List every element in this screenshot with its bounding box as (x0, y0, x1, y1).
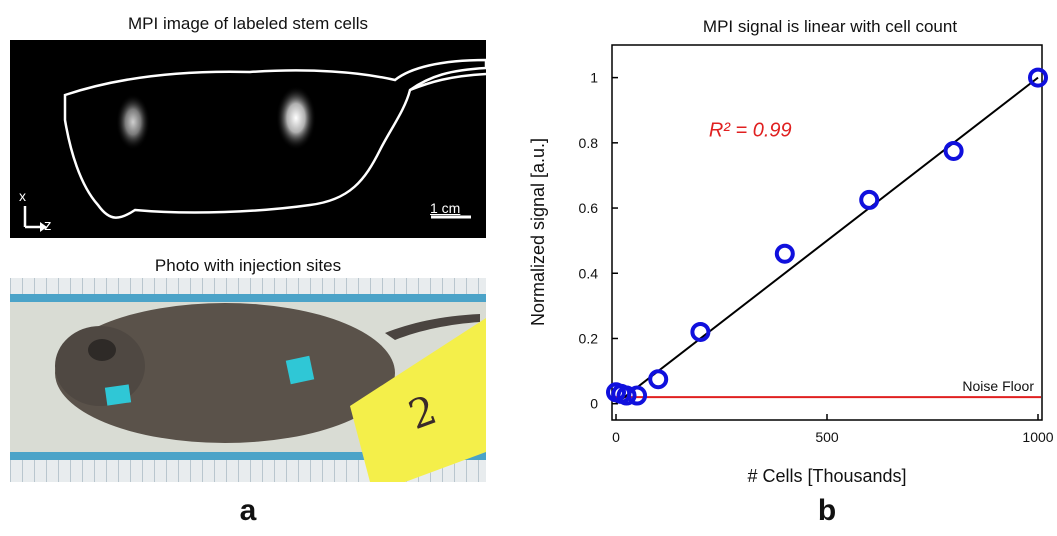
axis-label-z: z (44, 217, 52, 234)
data-point (627, 385, 648, 406)
y-tick-label: 0.4 (579, 265, 599, 281)
y-axis-title: Normalized signal [a.u.] (528, 138, 548, 326)
yellow-tag (350, 318, 486, 482)
panel-label-b: b (817, 494, 837, 527)
data-point (943, 140, 964, 161)
y-tick-label: 0 (590, 396, 598, 412)
data-point (1028, 67, 1048, 88)
mouse-outline (63, 58, 488, 219)
x-axis-title: # Cells [Thousands] (747, 466, 906, 486)
arrowhead-icon (40, 222, 47, 232)
data-point (616, 385, 637, 406)
data-point (859, 189, 880, 210)
signal-chart: MPI signal is linear with cell count 0 0.… (528, 17, 1054, 486)
y-tick-label: 1 (590, 70, 598, 86)
x-axis: 0 500 1000 (612, 414, 1054, 445)
r-squared-annotation: R² = 0.99 (709, 119, 792, 141)
x-tick-label: 1000 (1022, 429, 1053, 445)
mouse-photo: 2 (10, 278, 486, 482)
axis-label-x: x (19, 188, 26, 204)
mouse-tail (385, 314, 480, 340)
y-tick-label: 0.8 (579, 135, 599, 151)
x-tick-label: 500 (815, 429, 839, 445)
x-tick-label: 0 (612, 429, 620, 445)
mpi-image-title: MPI image of labeled stem cells (128, 14, 368, 33)
chart-title: MPI signal is linear with cell count (703, 17, 957, 36)
tray-edge-top (10, 294, 486, 302)
mouse-head (55, 326, 145, 406)
y-tick-label: 0.6 (579, 200, 599, 216)
data-point (690, 321, 711, 342)
mpi-signal-spot-left (116, 94, 150, 150)
mouse-photo-graphic (10, 278, 486, 482)
ruler-top (10, 278, 486, 294)
mpi-signal-spot-right (276, 86, 316, 150)
injection-site-marker-right (285, 355, 315, 385)
noise-floor-label: Noise Floor (962, 378, 1034, 394)
y-axis: 0 0.2 0.4 0.6 0.8 1 (579, 70, 618, 412)
plot-area (611, 44, 1043, 421)
mouse-body (55, 303, 395, 443)
mpi-image: x z 1 cm (10, 40, 488, 238)
data-points (606, 67, 1048, 406)
mouse-ear (88, 339, 116, 361)
tray-edge-bottom (10, 452, 486, 460)
y-tick-label: 0.2 (579, 330, 599, 346)
linear-fit-line (615, 76, 1039, 405)
mpi-image-graphic (23, 58, 488, 232)
scale-bar-label: 1 cm (430, 200, 461, 216)
data-point (648, 369, 669, 390)
injection-site-marker-left (104, 384, 132, 406)
data-point (774, 243, 795, 264)
tail-outline (409, 72, 487, 92)
panel-label-a: a (239, 494, 257, 527)
photo-title: Photo with injection sites (154, 256, 342, 275)
